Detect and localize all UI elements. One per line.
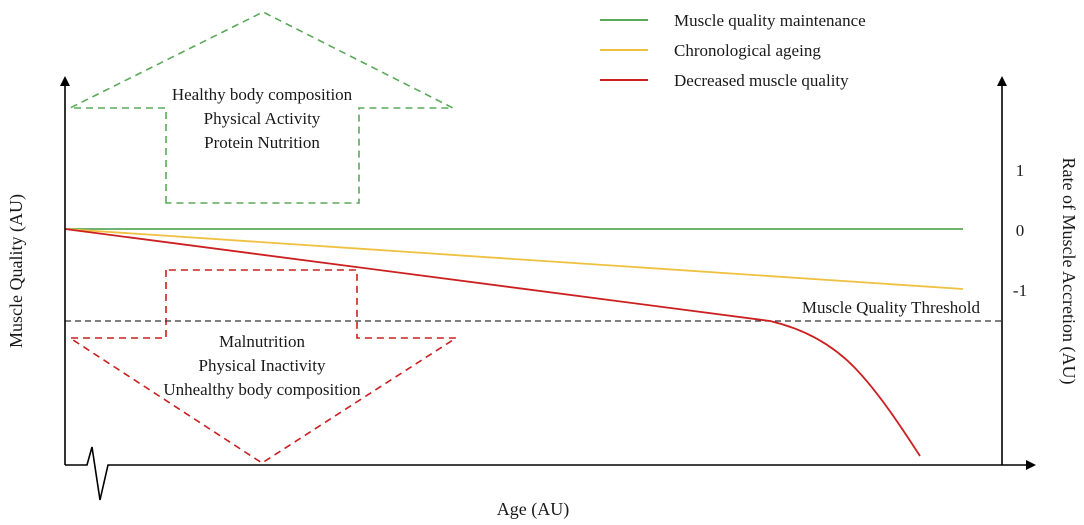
legend-label-ageing: Chronological ageing <box>674 41 821 60</box>
x-axis-arrowhead <box>1026 460 1036 470</box>
legend-label-decreased: Decreased muscle quality <box>674 71 849 90</box>
up-arrow-text-2: Physical Activity <box>204 109 321 128</box>
down-arrow-text-3: Unhealthy body composition <box>163 380 361 399</box>
up-arrow-text-3: Protein Nutrition <box>204 133 320 152</box>
down-arrow-text-2: Physical Inactivity <box>198 356 326 375</box>
x-axis <box>65 446 1028 501</box>
ageing-line <box>64 228 964 290</box>
right-tick-minus1: -1 <box>1013 281 1027 300</box>
threshold-label: Muscle Quality Threshold <box>802 298 981 317</box>
legend-label-maintenance: Muscle quality maintenance <box>674 11 866 30</box>
right-tick-0: 0 <box>1016 221 1025 240</box>
up-arrow-text-1: Healthy body composition <box>172 85 353 104</box>
down-arrow-text-1: Malnutrition <box>219 332 305 351</box>
up-arrow-shape <box>69 11 454 204</box>
down-arrow-shape <box>67 269 459 464</box>
x-axis-label: Age (AU) <box>497 499 569 520</box>
y-right-axis-label: Rate of Muscle Accretion (AU) <box>1058 158 1079 385</box>
right-tick-1: 1 <box>1016 161 1025 180</box>
y-left-axis-label: Muscle Quality (AU) <box>6 194 27 348</box>
decreased-quality-line <box>64 228 921 457</box>
legend: Muscle quality maintenance Chronological… <box>600 11 866 90</box>
